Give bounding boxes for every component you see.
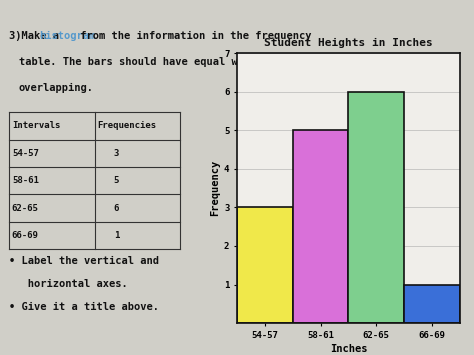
Text: Intervals: Intervals	[12, 121, 60, 130]
Text: Frequencies: Frequencies	[97, 121, 156, 130]
Title: Student Heights in Inches: Student Heights in Inches	[264, 38, 433, 48]
Text: 5: 5	[114, 176, 119, 185]
Text: 1: 1	[114, 231, 119, 240]
Text: from the information in the frequency: from the information in the frequency	[74, 31, 312, 40]
X-axis label: Inches: Inches	[329, 344, 367, 354]
Text: • Label the vertical and: • Label the vertical and	[9, 256, 159, 266]
Text: 3)Make a: 3)Make a	[9, 31, 66, 40]
Text: 6: 6	[114, 204, 119, 213]
Bar	[348, 92, 404, 323]
Bar	[404, 284, 460, 323]
Text: 3: 3	[114, 149, 119, 158]
Text: • Give it a title above.: • Give it a title above.	[9, 302, 159, 312]
Y-axis label: Frequency: Frequency	[210, 160, 220, 216]
Text: 66-69: 66-69	[12, 231, 39, 240]
Text: 54-57: 54-57	[12, 149, 39, 158]
Text: overlapping.: overlapping.	[19, 83, 94, 93]
Text: 58-61: 58-61	[12, 176, 39, 185]
Text: histogram: histogram	[39, 31, 95, 40]
Bar	[292, 130, 348, 323]
Text: table. The bars should have equal widths, bars touch without: table. The bars should have equal widths…	[19, 57, 394, 67]
Text: horizontal axes.: horizontal axes.	[9, 279, 128, 289]
Text: 62-65: 62-65	[12, 204, 39, 213]
Bar	[237, 207, 292, 323]
